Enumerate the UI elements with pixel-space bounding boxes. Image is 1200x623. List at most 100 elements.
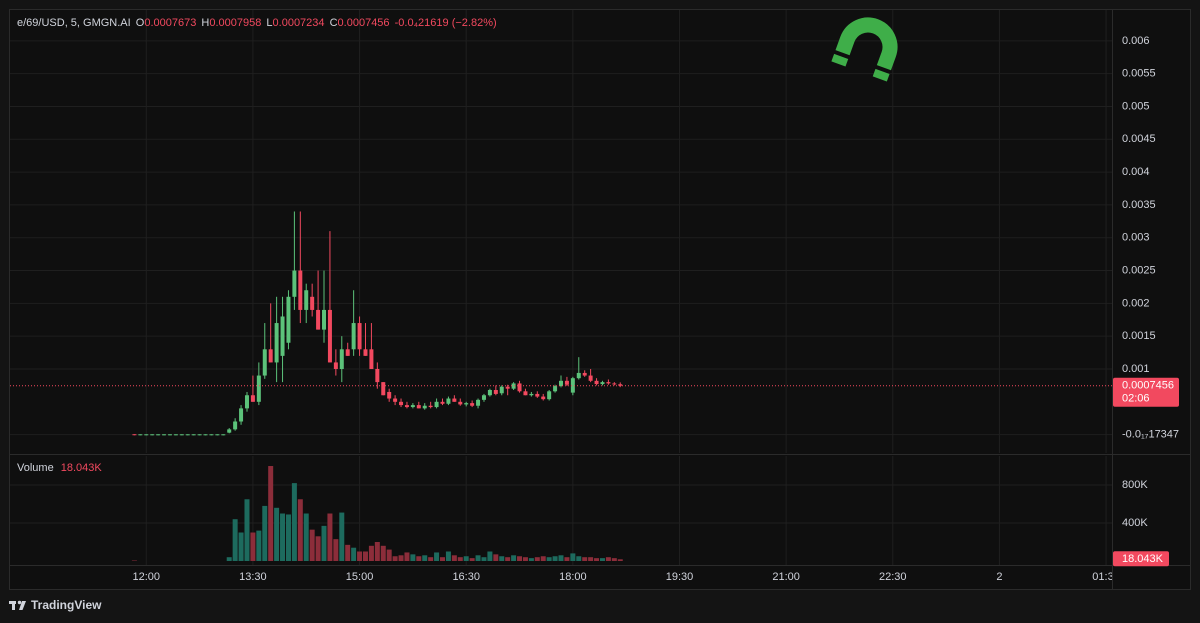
candle-body (256, 375, 261, 402)
volume-bar (611, 558, 617, 561)
candle-body (387, 391, 392, 399)
volume-bar (416, 556, 422, 561)
candle-body (268, 349, 273, 363)
candle-body (612, 383, 617, 385)
y-tick-label: 0.001 (1122, 363, 1150, 375)
candle-body (511, 383, 516, 389)
volume-bar (576, 556, 582, 561)
y-tick-label: 0.004 (1122, 166, 1150, 178)
candle-body (209, 434, 214, 436)
volume-bar (422, 555, 428, 561)
volume-bar (457, 557, 463, 561)
x-tick-label: 13:30 (239, 571, 267, 583)
volume-tick-label: 400K (1122, 517, 1148, 529)
candle-body (167, 434, 172, 436)
volume-legend: Volume 18.043K (17, 462, 102, 474)
volume-bar (564, 557, 570, 561)
volume-bar (475, 555, 481, 561)
last-price-label: 0.0007456 (1122, 380, 1174, 392)
candle-body (606, 382, 611, 384)
header-legend: e/69/USD, 5, GMGN.AI O0.0007673 H0.00079… (17, 17, 497, 29)
open-value: 0.0007673 (144, 17, 196, 29)
candle-body (452, 398, 457, 402)
volume-bar (321, 525, 327, 561)
close-value: 0.0007456 (338, 17, 390, 29)
candle-body (262, 349, 267, 376)
volume-bar (594, 558, 600, 561)
volume-bar (505, 557, 511, 561)
volume-bar (345, 544, 351, 561)
volume-bar (285, 514, 291, 561)
volume-bar (244, 499, 250, 561)
volume-bar (238, 532, 244, 561)
candle-body (179, 434, 184, 436)
x-tick-label: 15:00 (346, 571, 374, 583)
candle-body (404, 405, 409, 408)
candle-body (357, 323, 362, 350)
x-tick-label: 18:00 (559, 571, 587, 583)
volume-bar (540, 556, 546, 561)
y-tick-label: 0.003 (1122, 232, 1150, 244)
volume-bar (351, 547, 357, 561)
volume-bar (599, 558, 605, 561)
candle-body (316, 309, 321, 330)
candle-body (381, 382, 386, 396)
y-tick-label: 0.0015 (1122, 330, 1156, 342)
candle-body (132, 434, 137, 436)
change-pct: (−2.82%) (452, 17, 497, 29)
volume-bar (434, 552, 440, 561)
volume-bar (469, 558, 475, 561)
chart-frame (9, 9, 1191, 590)
candle-body (351, 323, 356, 350)
volume-bar (333, 539, 339, 561)
candle-body (446, 398, 451, 404)
x-tick-label: 2 (996, 571, 1002, 583)
watermark-logo (831, 17, 898, 82)
candle-body (517, 383, 522, 392)
volume-bar (339, 512, 345, 561)
x-tick-label: 16:30 (452, 571, 480, 583)
volume-bar (522, 557, 528, 561)
candle-body (150, 434, 155, 436)
candle-body (505, 386, 510, 389)
candle-body (588, 375, 593, 381)
candle-body (559, 380, 563, 387)
candle-body (215, 434, 220, 436)
candle-body (499, 386, 504, 394)
volume-bar (315, 536, 321, 561)
candle-body (487, 389, 492, 396)
candle-body (304, 290, 309, 310)
volume-bar (451, 555, 457, 561)
candle-body (233, 421, 238, 430)
candle-body (280, 316, 285, 356)
candle-body (410, 405, 415, 408)
candle-body (618, 384, 623, 386)
candle-body (600, 382, 605, 385)
volume-bar (386, 549, 392, 561)
x-tick-label: 12:00 (133, 571, 161, 583)
volume-bar (552, 556, 558, 561)
volume-value: 18.043K (61, 462, 103, 474)
volume-bar (487, 551, 493, 561)
volume-bar (404, 552, 410, 561)
volume-bar (534, 557, 540, 561)
volume-bar (440, 557, 446, 561)
x-tick-label: 22:30 (879, 571, 907, 583)
price-axis: 0.006 0.0055 0.005 0.0045 0.004 0.0035 0.003 0.… (1113, 35, 1179, 567)
y-tick-label: -0.0₁₇17347 (1122, 429, 1179, 441)
volume-bar (362, 551, 368, 561)
candle-body (470, 403, 475, 406)
volume-bar (232, 519, 238, 561)
candle-body (286, 296, 291, 343)
candle-body (464, 403, 469, 405)
last-volume-tag (1113, 551, 1169, 567)
candle-body (576, 372, 581, 379)
candle-body (582, 372, 587, 376)
y-tick-label: 0.0025 (1122, 264, 1156, 276)
candle-body (310, 296, 315, 310)
candle-body (481, 395, 486, 400)
candle-body (221, 434, 226, 436)
volume-title: Volume (17, 462, 54, 474)
